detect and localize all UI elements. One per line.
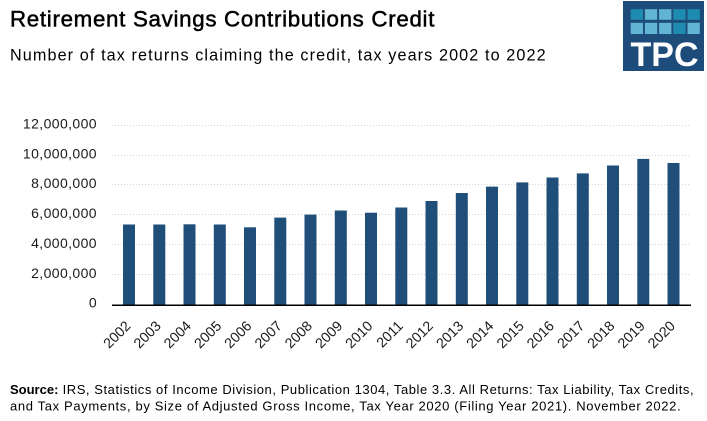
svg-text:6,000,000: 6,000,000 [31, 205, 97, 221]
svg-text:4,000,000: 4,000,000 [31, 235, 97, 251]
svg-text:10,000,000: 10,000,000 [23, 145, 97, 161]
svg-text:0: 0 [89, 295, 97, 311]
svg-text:8,000,000: 8,000,000 [31, 175, 97, 191]
svg-text:and Tax Payments, by Size of A: and Tax Payments, by Size of Adjusted Gr… [10, 398, 681, 413]
svg-text:Retirement Savings Contributio: Retirement Savings Contributions Credit [10, 7, 435, 32]
svg-text:Source: IRS, Statistics of In: Source: IRS, Statistics of Income Divisi… [10, 382, 694, 397]
svg-text:2,000,000: 2,000,000 [31, 265, 97, 281]
svg-text:Number of tax returns claiming: Number of tax returns claiming the credi… [10, 47, 547, 65]
svg-text:12,000,000: 12,000,000 [23, 115, 97, 131]
svg-text:TPC: TPC [631, 36, 699, 74]
